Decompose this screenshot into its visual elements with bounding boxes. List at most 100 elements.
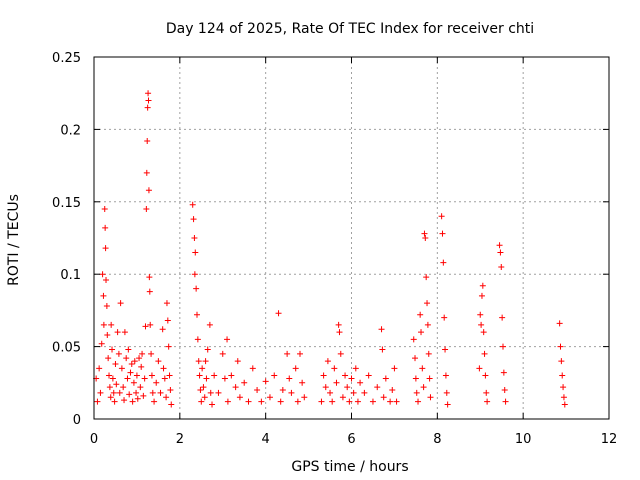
data-point [262, 378, 269, 385]
data-point [168, 401, 175, 408]
data-point [128, 360, 135, 367]
x-axis-label: GPS time / hours [291, 459, 408, 475]
data-point [96, 365, 103, 372]
data-point [129, 398, 136, 405]
data-point [421, 230, 428, 237]
data-point [336, 329, 343, 336]
data-point [121, 329, 128, 336]
x-tick-label: 4 [262, 432, 270, 447]
data-point [189, 201, 196, 208]
data-point [166, 372, 173, 379]
data-point [147, 321, 154, 328]
x-tick-label: 6 [347, 432, 355, 447]
data-point [342, 372, 349, 379]
data-point [197, 387, 204, 394]
data-point [337, 350, 344, 357]
data-point [427, 394, 434, 401]
data-point [137, 384, 144, 391]
data-point [502, 398, 509, 405]
data-point [561, 401, 568, 408]
data-point [157, 389, 164, 396]
data-point [111, 398, 118, 405]
data-point [266, 394, 273, 401]
data-point [258, 398, 265, 405]
data-point [106, 384, 113, 391]
data-point [234, 358, 241, 365]
data-point [482, 372, 489, 379]
data-point [145, 90, 152, 97]
data-point [102, 224, 109, 231]
data-point [98, 340, 105, 347]
data-point [361, 389, 368, 396]
data-point [153, 379, 160, 386]
data-point [425, 350, 432, 357]
data-point [123, 355, 130, 362]
data-point [365, 372, 372, 379]
data-point [500, 369, 507, 376]
data-point [558, 358, 565, 365]
data-point [483, 389, 490, 396]
data-point [560, 384, 567, 391]
data-point [415, 398, 422, 405]
data-point [127, 369, 134, 376]
data-point [146, 288, 153, 295]
data-point [442, 346, 449, 353]
data-point [477, 311, 484, 318]
data-point [382, 375, 389, 382]
data-point [439, 230, 446, 237]
data-point [117, 300, 124, 307]
data-point [286, 375, 293, 382]
data-point [478, 321, 485, 328]
data-point [423, 274, 430, 281]
data-point [221, 375, 228, 382]
data-point [133, 372, 140, 379]
data-point [207, 389, 214, 396]
data-point [202, 358, 209, 365]
data-point [369, 398, 376, 405]
data-point [346, 398, 353, 405]
data-point [215, 389, 222, 396]
data-point [194, 311, 200, 318]
data-point [501, 387, 508, 394]
data-point [159, 326, 166, 333]
data-point [97, 389, 104, 396]
data-point [379, 346, 386, 353]
data-point [145, 187, 152, 194]
data-point [418, 329, 425, 336]
data-point [142, 323, 149, 330]
data-point [140, 392, 147, 399]
data-point [141, 375, 148, 382]
data-point [112, 360, 119, 367]
data-point [219, 350, 226, 357]
data-point [100, 292, 107, 299]
data-point [146, 274, 153, 281]
data-point [110, 389, 117, 396]
data-point [331, 365, 338, 372]
data-point [200, 384, 207, 391]
data-point [191, 235, 198, 241]
data-point [327, 389, 334, 396]
data-point [193, 285, 200, 292]
data-point [109, 346, 116, 353]
data-point [560, 394, 567, 401]
data-point [478, 292, 485, 299]
data-point [479, 282, 486, 289]
data-point [441, 314, 448, 321]
data-point [292, 365, 299, 372]
data-point [109, 375, 116, 382]
data-point [339, 394, 346, 401]
data-point [194, 336, 201, 343]
data-point [299, 379, 306, 386]
data-point [139, 350, 146, 357]
data-point [145, 97, 152, 104]
data-point [190, 216, 197, 223]
data-point [249, 365, 256, 372]
data-point [271, 372, 278, 379]
data-point [419, 365, 426, 372]
data-point [443, 389, 450, 396]
data-point [556, 320, 563, 327]
data-point [352, 365, 359, 372]
data-point [198, 398, 205, 405]
data-point [442, 372, 449, 379]
data-point [236, 394, 243, 401]
